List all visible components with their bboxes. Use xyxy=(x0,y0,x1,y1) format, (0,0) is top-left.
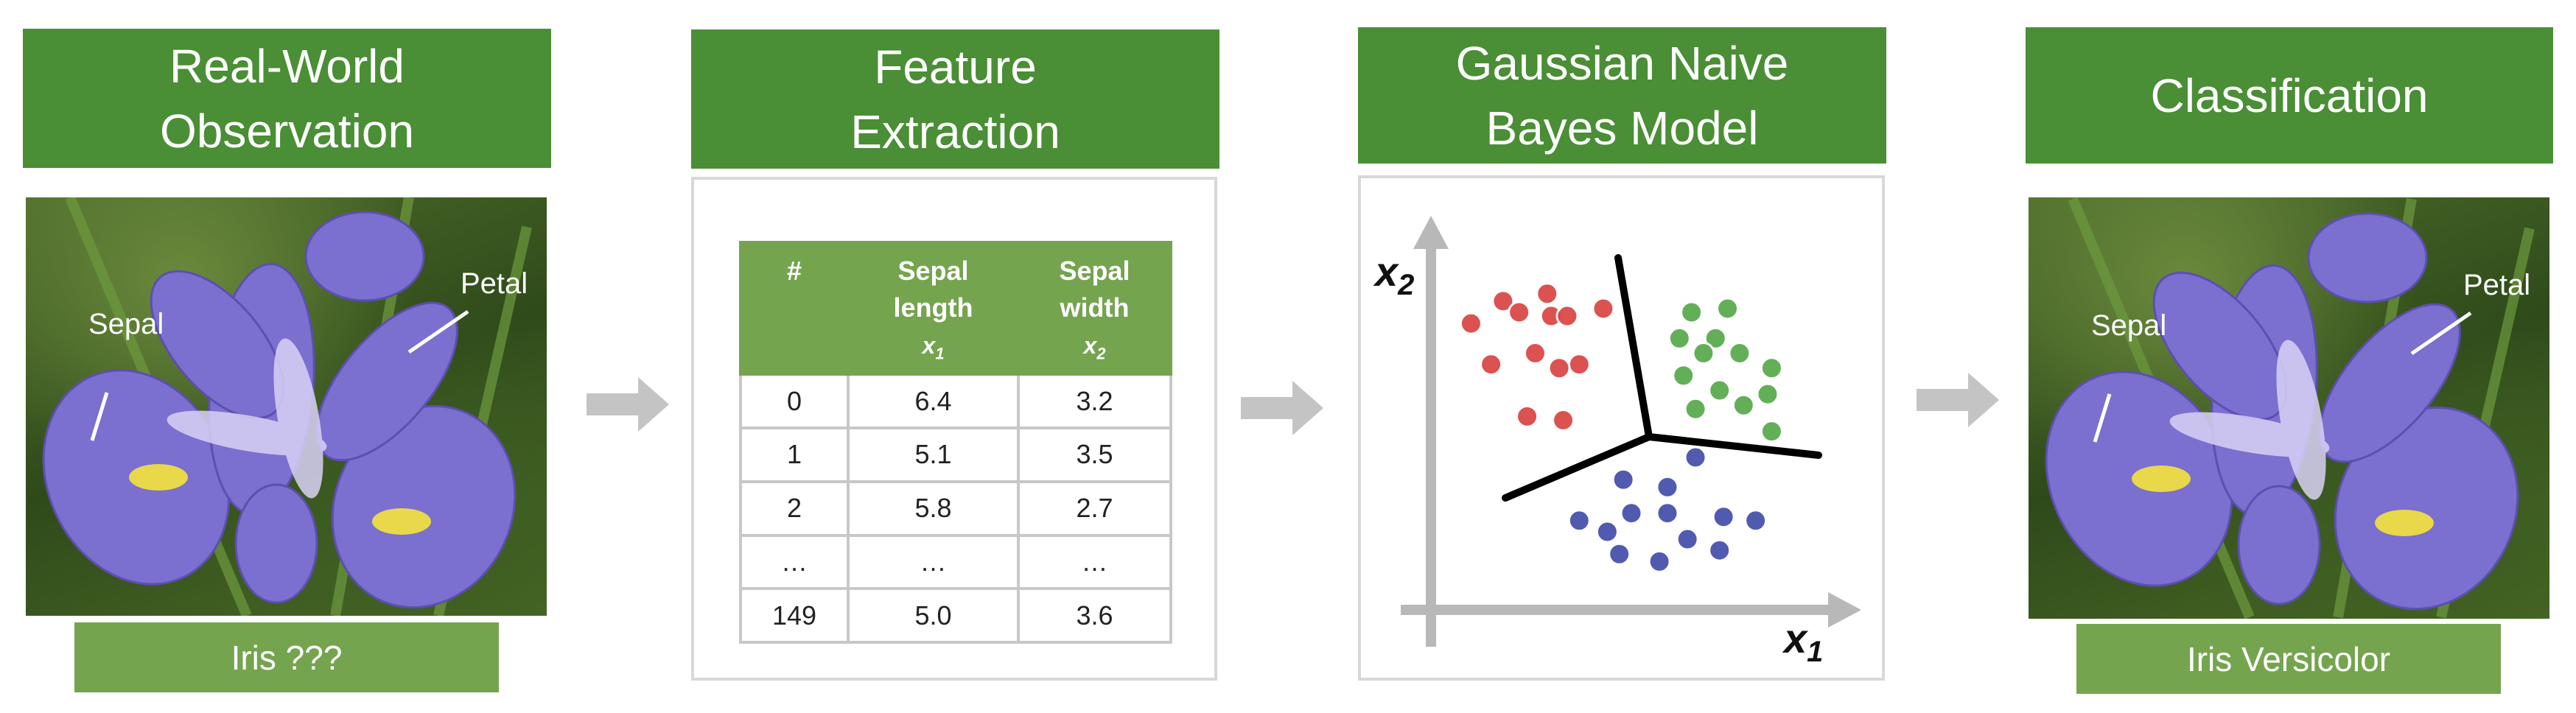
table-cell: 0 xyxy=(739,373,850,430)
scatter-point xyxy=(1676,527,1699,551)
chart-axes xyxy=(1401,216,1861,647)
scatter-points xyxy=(1459,282,1783,573)
stage-header-feature-extraction: Feature Extraction xyxy=(691,29,1219,169)
table-row: 1 5.1 3.5 xyxy=(739,426,1172,483)
scatter-point xyxy=(1567,353,1591,376)
scatter-point xyxy=(1728,342,1751,365)
scatter-point xyxy=(1620,502,1643,525)
sepal-label: Sepal xyxy=(2091,309,2166,342)
table-cell: … xyxy=(1017,533,1172,591)
table-cell: 3.2 xyxy=(1017,373,1172,430)
stage-title: Gaussian Naive Bayes Model xyxy=(1455,36,1789,155)
decision-boundary-line xyxy=(1502,433,1653,502)
scatter-point xyxy=(1491,289,1515,313)
scatter-point xyxy=(1656,475,1679,499)
table-cell: 5.8 xyxy=(846,480,1021,537)
iris-flower-icon: Sepal Petal xyxy=(2045,197,2535,619)
column-header-index: # xyxy=(739,240,850,376)
classification-caption: Iris Versicolor xyxy=(2076,624,2501,694)
table-cell: 149 xyxy=(739,587,850,644)
column-header-sepal-width: Sepal width x2 xyxy=(1017,240,1172,376)
scatter-point xyxy=(1760,356,1783,380)
scatter-point xyxy=(1756,382,1779,406)
x-axis-label: x1 xyxy=(1782,615,1823,668)
scatter-point xyxy=(1708,538,1732,562)
table-row: 0 6.4 3.2 xyxy=(739,373,1172,430)
table-cell: 3.6 xyxy=(1017,587,1172,644)
scatter-point xyxy=(1595,520,1619,544)
scatter-point xyxy=(1712,505,1735,529)
scatter-point xyxy=(1552,408,1575,432)
y-axis-arrowhead xyxy=(1413,216,1449,249)
scatter-point xyxy=(1547,356,1571,380)
scatter-point xyxy=(1716,297,1740,320)
feature-table: # Sepal length x1 Sepal width x2 0 6.4 3… xyxy=(739,240,1172,644)
scatter-point xyxy=(1459,312,1483,335)
scatter-point xyxy=(1684,446,1707,469)
x-axis-arrowhead xyxy=(1828,592,1861,628)
table-cell: 5.1 xyxy=(846,426,1021,483)
scatter-point xyxy=(1672,364,1695,387)
scatter-point xyxy=(1555,304,1579,328)
table-cell: 5.0 xyxy=(846,587,1021,644)
scatter-point xyxy=(1608,542,1631,566)
decision-boundary-line xyxy=(1645,433,1822,459)
scatter-point xyxy=(1611,468,1635,491)
stage-header-classification: Classification xyxy=(2026,27,2553,164)
scatter-point xyxy=(1656,502,1679,525)
decision-boundaries xyxy=(1502,254,1822,502)
stage-title: Classification xyxy=(2150,69,2429,122)
table-row: 149 5.0 3.6 xyxy=(739,587,1172,644)
scatter-chart: x2 x1 xyxy=(1373,216,1861,668)
table-cell: … xyxy=(739,533,850,591)
petal-label: Petal xyxy=(2463,269,2530,301)
scatter-point xyxy=(1567,509,1591,533)
sepal-label: Sepal xyxy=(88,308,164,340)
arrow-right-icon xyxy=(1241,381,1323,435)
column-header-sepal-length: Sepal length x1 xyxy=(846,240,1021,376)
stage-header-model: Gaussian Naive Bayes Model xyxy=(1358,27,1886,164)
scatter-point xyxy=(1480,353,1503,376)
stage-title: Real-World Observation xyxy=(159,39,415,158)
table-cell: 2 xyxy=(739,480,850,537)
scatter-point xyxy=(1692,342,1715,365)
table-cell: 2.7 xyxy=(1017,480,1172,537)
scatter-point xyxy=(1684,397,1707,421)
scatter-point xyxy=(1704,326,1727,350)
observation-caption: Iris ??? xyxy=(74,622,499,692)
scatter-point xyxy=(1667,326,1691,350)
scatter-point xyxy=(1508,301,1531,324)
stage-title: Feature Extraction xyxy=(850,40,1060,158)
scatter-point xyxy=(1516,404,1539,428)
table-cell: 6.4 xyxy=(846,373,1021,430)
table-cell: … xyxy=(846,533,1021,591)
iris-photo-observation: Sepal Petal xyxy=(26,197,547,616)
iris-photo-classification: Sepal Petal xyxy=(2029,197,2549,619)
petal-label: Petal xyxy=(461,267,528,300)
scatter-point xyxy=(1744,509,1768,533)
stage-header-observation: Real-World Observation xyxy=(23,29,551,168)
scatter-point xyxy=(1523,342,1547,365)
decision-boundary-line xyxy=(1614,254,1653,440)
arrow-right-icon xyxy=(1917,373,1999,427)
y-axis-label: x2 xyxy=(1373,248,1414,301)
scatter-point xyxy=(1760,420,1783,443)
scatter-point xyxy=(1648,549,1671,573)
scatter-point xyxy=(1680,301,1704,324)
table-cell: 1 xyxy=(739,426,850,483)
scatter-point xyxy=(1708,379,1732,402)
scatter-point xyxy=(1732,393,1755,417)
table-header-row: # Sepal length x1 Sepal width x2 xyxy=(739,240,1172,376)
table-row: 2 5.8 2.7 xyxy=(739,480,1172,537)
arrow-right-icon xyxy=(587,377,669,432)
scatter-point xyxy=(1536,282,1559,306)
table-row: … … … xyxy=(739,533,1172,591)
iris-flower-icon: Sepal Petal xyxy=(42,197,532,616)
scatter-point xyxy=(1592,297,1615,320)
table-cell: 3.5 xyxy=(1017,426,1172,483)
